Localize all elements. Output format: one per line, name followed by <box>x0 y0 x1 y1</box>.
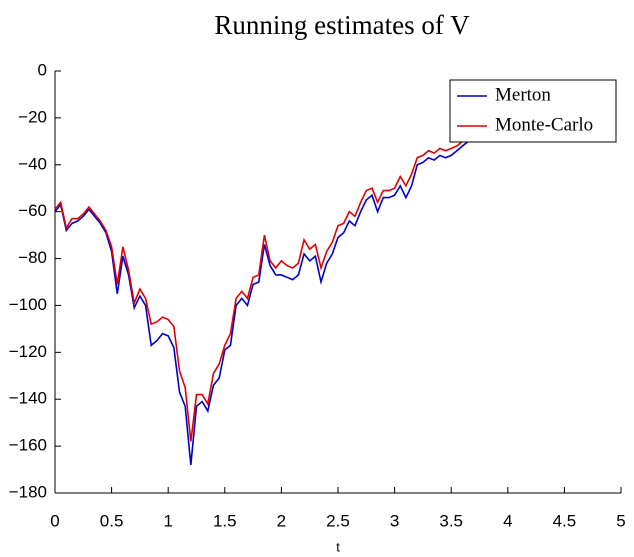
chart-title: Running estimates of V <box>214 10 470 40</box>
series-line <box>54 138 469 442</box>
y-tick-label: −180 <box>9 482 47 501</box>
x-tick-label: 4.5 <box>553 511 577 530</box>
x-axis-label: t <box>336 539 340 554</box>
x-tick-label: 0.5 <box>100 511 124 530</box>
x-tick-label: 3 <box>390 511 399 530</box>
y-tick-label: −20 <box>18 107 47 126</box>
y-tick-label: −60 <box>18 201 47 220</box>
x-tick-label: 1.5 <box>213 511 237 530</box>
series-line <box>54 140 469 465</box>
legend-box <box>449 79 617 143</box>
legend-label: Monte-Carlo <box>495 114 593 135</box>
x-tick-label: 5 <box>616 511 625 530</box>
x-tick-label: 0 <box>50 511 59 530</box>
y-tick-label: −100 <box>9 295 47 314</box>
y-tick-label: −120 <box>9 342 47 361</box>
x-tick-label: 1 <box>163 511 172 530</box>
legend-label: Merton <box>495 84 551 105</box>
x-tick-label: 4 <box>503 511 512 530</box>
y-tick-label: 0 <box>38 60 47 79</box>
x-tick-label: 2.5 <box>326 511 350 530</box>
x-tick-label: 3.5 <box>439 511 463 530</box>
y-tick-label: −140 <box>9 389 47 408</box>
y-tick-label: −40 <box>18 154 47 173</box>
y-tick-label: −80 <box>18 248 47 267</box>
y-tick-label: −160 <box>9 436 47 455</box>
x-tick-label: 2 <box>277 511 286 530</box>
